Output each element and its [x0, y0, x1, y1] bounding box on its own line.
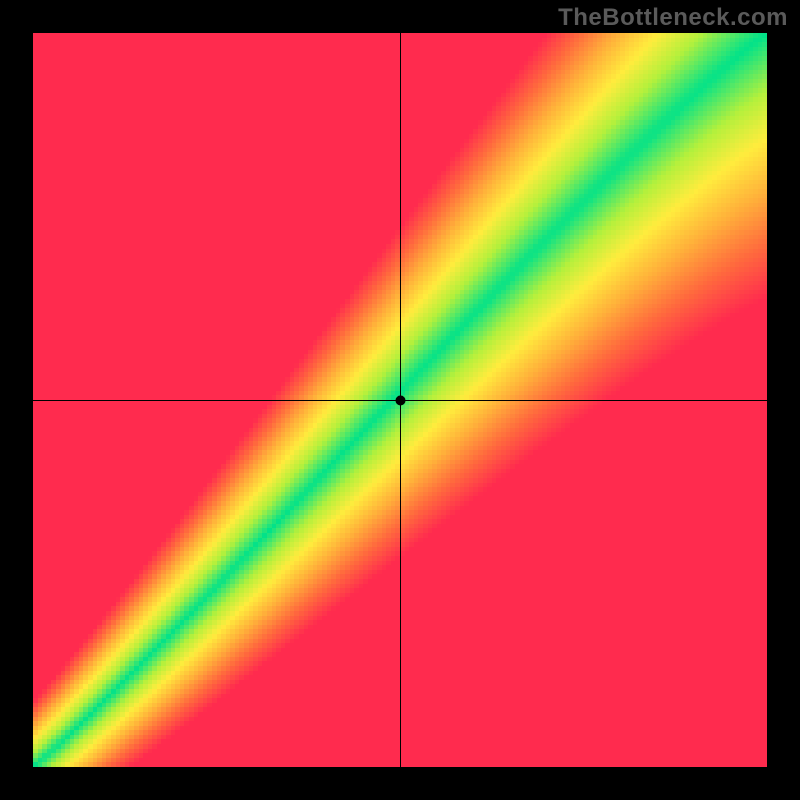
crosshair-overlay	[33, 33, 767, 767]
chart-container: { "watermark": { "text": "TheBottleneck.…	[0, 0, 800, 800]
watermark-text: TheBottleneck.com	[558, 4, 788, 32]
